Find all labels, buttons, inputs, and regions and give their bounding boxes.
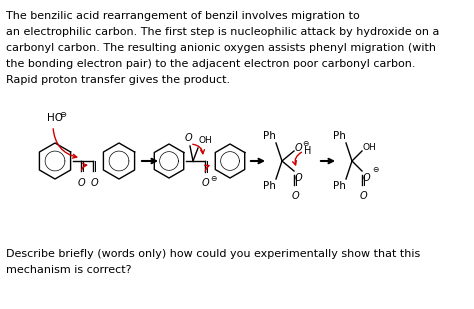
Text: H: H: [304, 146, 311, 156]
Text: O: O: [90, 178, 98, 188]
Text: ⊖: ⊖: [210, 174, 216, 183]
Text: O: O: [77, 178, 85, 188]
Text: HO: HO: [47, 113, 63, 123]
Text: Ph: Ph: [263, 181, 276, 191]
Text: Describe briefly (words only) how could you experimentally show that this
mechan: Describe briefly (words only) how could …: [6, 249, 420, 275]
Text: ⊖: ⊖: [372, 164, 378, 173]
Text: OH: OH: [363, 142, 377, 151]
Text: O: O: [295, 143, 302, 153]
Text: O: O: [363, 173, 371, 183]
Text: ⊖: ⊖: [59, 110, 66, 119]
Text: Ph: Ph: [333, 181, 346, 191]
Text: O: O: [201, 178, 209, 188]
Text: OH: OH: [199, 136, 213, 145]
Text: Ph: Ph: [263, 131, 276, 141]
Text: Ph: Ph: [333, 131, 346, 141]
Text: O: O: [291, 191, 299, 201]
Text: ⊖: ⊖: [302, 138, 309, 147]
Text: O: O: [295, 173, 302, 183]
Text: O: O: [359, 191, 367, 201]
Text: O: O: [184, 133, 192, 143]
Text: The benzilic acid rearrangement of benzil involves migration to
an electrophilic: The benzilic acid rearrangement of benzi…: [6, 11, 439, 85]
